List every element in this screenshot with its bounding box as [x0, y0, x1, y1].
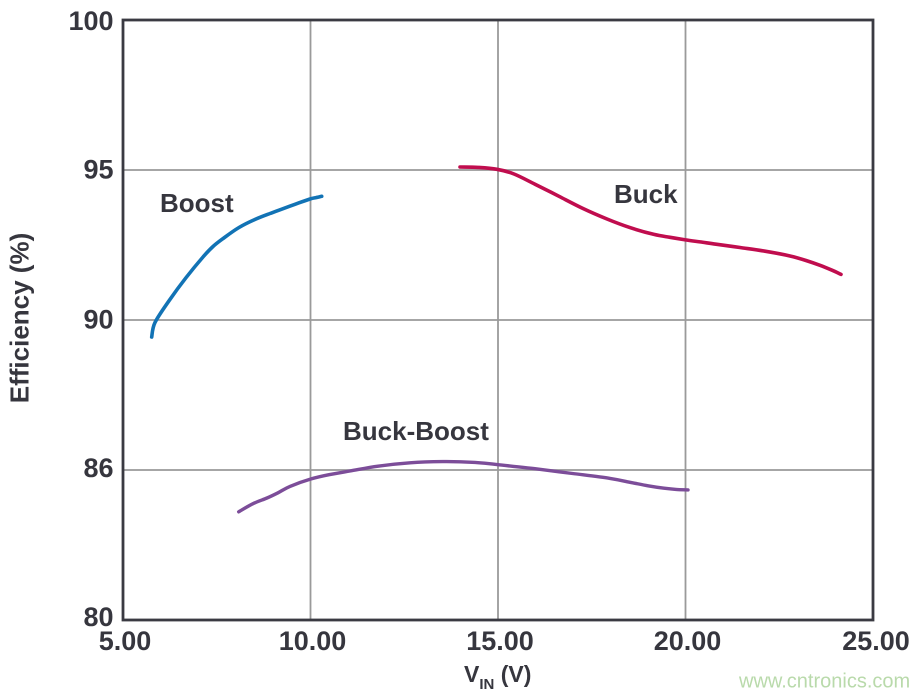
svg-text:95: 95: [83, 155, 113, 185]
svg-text:80: 80: [83, 602, 113, 632]
svg-text:86: 86: [83, 453, 113, 483]
svg-text:20.00: 20.00: [654, 626, 722, 656]
svg-text:90: 90: [83, 304, 113, 334]
svg-text:Efficiency (%): Efficiency (%): [5, 233, 35, 404]
svg-text:15.00: 15.00: [466, 626, 534, 656]
svg-text:Buck-Boost: Buck-Boost: [343, 416, 489, 446]
svg-text:www.cntronics.com: www.cntronics.com: [738, 671, 910, 693]
svg-text:5.00: 5.00: [99, 626, 152, 656]
svg-text:10.00: 10.00: [279, 626, 347, 656]
svg-text:Boost: Boost: [160, 188, 234, 218]
svg-text:25.00: 25.00: [842, 626, 910, 656]
svg-text:Buck: Buck: [614, 179, 678, 209]
svg-text:100: 100: [68, 6, 113, 36]
